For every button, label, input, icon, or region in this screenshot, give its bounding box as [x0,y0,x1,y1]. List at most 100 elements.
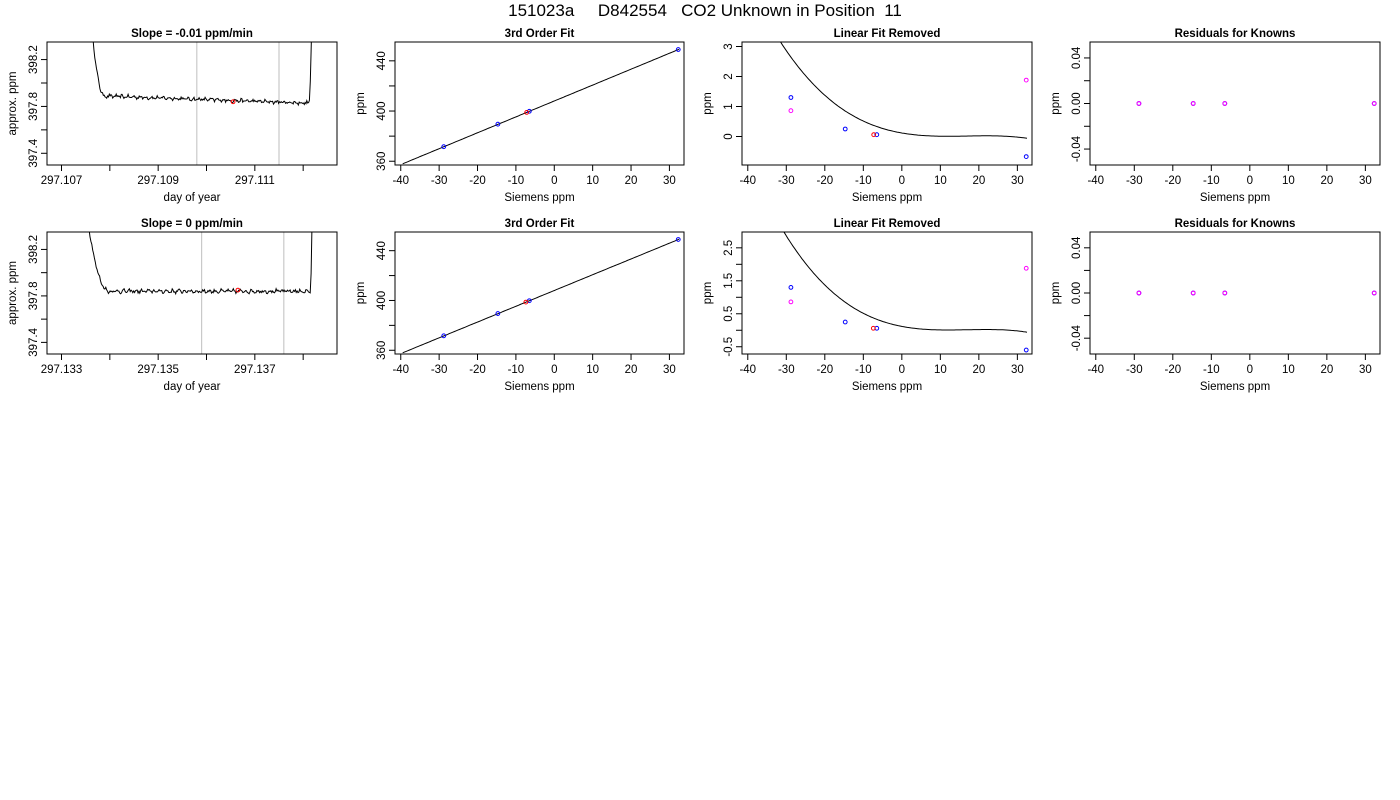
data-trace [88,232,313,296]
panel-title: Slope = -0.01 ppm/min [131,28,253,40]
panel-r2c4: Residuals for Knowns -40 -30 -20 -10 0 10 20 30 -… [1050,218,1381,393]
data-point [1190,101,1196,106]
y-tick-label: 397.4 [28,138,40,167]
data-point [788,108,794,114]
panel-r2c2: 3rd Order Fit -40 -30 -20 -10 0 10 20 30 360 400 44… [355,218,685,393]
x-tick-label: -10 [1203,364,1220,376]
x-axis-label: Siemens ppm [852,381,922,393]
x-tick-label: 10 [1282,364,1295,376]
x-tick-label: 20 [1320,364,1333,376]
y-tick-label: 400 [376,291,388,310]
data-point [1222,290,1228,296]
panel-r1c4: Residuals for Knowns -40 -30 -20 -10 0 10 20 30 -… [1050,28,1381,204]
y-tick-label: -0.5 [723,337,735,357]
panel-title: Linear Fit Removed [834,28,941,40]
y-tick-label: 0.04 [1071,46,1083,69]
x-tick-label: -20 [469,364,486,376]
data-point [526,108,532,114]
y-tick-label: 0.00 [1071,282,1083,304]
y-tick-label: -0.04 [1071,324,1083,351]
x-tick-label: 0 [899,175,905,187]
y-tick-label: 397.8 [28,282,40,311]
x-tick-label: 0 [899,364,905,376]
plot-area [402,238,680,354]
y-tick-label: 397.4 [28,327,40,356]
y-axis-label: approx. ppm [7,72,19,136]
plot-area [402,48,680,165]
data-point [675,237,681,242]
panel-title: Residuals for Knowns [1175,218,1296,230]
panel-r2c1: Slope = 0 ppm/min 297.133 297.135 297.137 39… [7,218,338,393]
y-tick-label: 360 [376,152,388,171]
x-tick-label: 20 [625,364,638,376]
data-point [1023,265,1029,271]
x-tick-label: -10 [1203,175,1220,187]
x-tick-label: 20 [972,364,985,376]
plot-area [783,232,1028,333]
data-point [1190,290,1196,296]
data-point [1023,77,1029,83]
y-axis-label: approx. ppm [7,261,19,325]
panel-title: 3rd Order Fit [505,218,575,230]
y-tick-label: 3 [723,43,735,49]
data-point [1023,154,1029,160]
x-tick-label: 297.107 [41,175,83,187]
data-point [874,132,880,138]
data-point [230,99,236,105]
data-trace [92,42,312,107]
x-tick-label: -30 [778,364,795,376]
x-tick-label: -20 [816,175,833,187]
y-tick-label: -0.04 [1071,135,1083,162]
y-axis-label: ppm [1050,282,1062,304]
data-point [441,144,447,150]
panel-r2c3: Linear Fit Removed -40 -30 -20 -10 0 10 20 30 -0.… [702,218,1033,393]
x-tick-label: -40 [392,364,409,376]
y-tick-label: 397.8 [28,92,40,121]
x-tick-label: -30 [431,364,448,376]
plot-frame [741,41,1033,166]
data-point [788,284,794,290]
x-tick-label: 10 [934,364,947,376]
plot-area [88,232,313,354]
y-tick-label: 398.2 [28,235,40,264]
plot-area [92,42,312,165]
x-axis-label: Siemens ppm [852,192,922,204]
y-axis-label: ppm [355,282,367,304]
x-tick-label: 30 [1011,364,1024,376]
x-tick-label: 297.133 [41,364,83,376]
plot-frame [741,231,1033,355]
data-point [1371,290,1377,296]
x-tick-label: 297.137 [234,364,276,376]
data-point [788,299,794,305]
x-tick-label: 30 [1359,175,1372,187]
x-axis-label: Siemens ppm [1200,192,1270,204]
panel-r1c1: Slope = -0.01 ppm/min 297.107 297.109 297.1… [7,28,338,204]
data-point [1222,101,1228,106]
x-axis-label: Siemens ppm [504,381,574,393]
x-tick-label: -20 [1164,175,1181,187]
plot-frame [394,231,685,355]
x-axis-label: day of year [164,381,221,393]
plot-frame [1089,41,1381,166]
data-point [788,95,794,100]
data-point [235,287,241,293]
panel-title: 3rd Order Fit [505,28,575,40]
y-tick-label: 0.04 [1071,236,1083,259]
x-axis-label: day of year [164,192,221,204]
y-tick-label: 1 [723,103,735,109]
y-axis-label: ppm [1050,92,1062,114]
fit-curve [402,48,680,165]
x-tick-label: -30 [778,175,795,187]
x-tick-label: 10 [934,175,947,187]
x-tick-label: -20 [1164,364,1181,376]
plot-frame [46,41,338,166]
y-axis-label: ppm [702,92,714,114]
x-tick-label: 297.135 [137,364,179,376]
panel-title: Linear Fit Removed [834,218,941,230]
plot-area [779,42,1028,139]
panel-r1c3: Linear Fit Removed -40 -30 -20 -10 0 10 20 30 0 1 2… [702,28,1033,204]
data-point [870,325,876,331]
x-tick-label: 20 [972,175,985,187]
x-tick-label: 20 [625,175,638,187]
y-tick-label: 0.00 [1071,92,1083,114]
